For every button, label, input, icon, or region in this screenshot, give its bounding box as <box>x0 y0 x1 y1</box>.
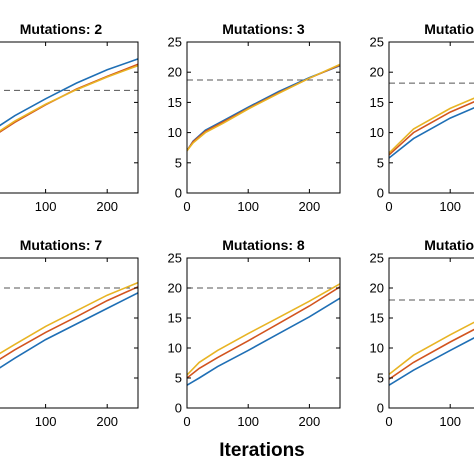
x-tick-label: 0 <box>385 414 392 429</box>
series-line-3 <box>389 97 474 154</box>
y-tick-label: 5 <box>377 155 384 170</box>
axes-frame <box>186 257 341 409</box>
panel-title: Mutations: 8 <box>222 237 305 253</box>
y-tick-label: 10 <box>168 341 182 356</box>
panel-m8: 0 5 10 15 20 25 0 100 200 Mutations: 8 <box>168 237 341 429</box>
x-tick-label: 100 <box>237 414 259 429</box>
y-tick-label: 10 <box>168 125 182 140</box>
series-line-3 <box>389 321 474 376</box>
y-tick-label: 15 <box>370 311 384 326</box>
series-line-1 <box>389 107 474 159</box>
panel-title: Mutations: 4 <box>424 21 474 37</box>
x-axis-label: Iterations <box>219 440 305 461</box>
x-tick-label: 100 <box>237 199 259 214</box>
x-tick-label: 200 <box>96 199 118 214</box>
y-tick-label: 10 <box>370 341 384 356</box>
y-tick-label: 0 <box>377 186 384 201</box>
series-line-2 <box>389 101 474 156</box>
y-tick-label: 15 <box>168 311 182 326</box>
axes-frame <box>186 41 341 194</box>
y-tick-label: 0 <box>175 186 182 201</box>
x-tick-label: 200 <box>299 414 321 429</box>
y-tick-label: 15 <box>370 95 384 110</box>
series-line-1 <box>0 58 138 127</box>
series-line-3 <box>0 281 138 355</box>
x-tick-label: 100 <box>439 199 461 214</box>
series-line-3 <box>187 283 340 376</box>
series-line-2 <box>0 286 138 360</box>
y-tick-label: 25 <box>168 251 182 266</box>
x-tick-label: 100 <box>35 199 57 214</box>
panel-title: Mutations: 9 <box>424 237 474 253</box>
series-line-2 <box>187 286 340 379</box>
series-line-2 <box>187 64 340 152</box>
y-tick-label: 0 <box>377 401 384 416</box>
series-line-1 <box>187 64 340 152</box>
panel-title: Mutations: 3 <box>222 21 305 37</box>
x-tick-label: 200 <box>96 414 118 429</box>
y-tick-label: 0 <box>175 401 182 416</box>
series-line-1 <box>0 292 138 369</box>
axes-frame <box>0 257 139 409</box>
series-line-3 <box>0 64 138 132</box>
y-tick-label: 20 <box>168 281 182 296</box>
x-tick-label: 200 <box>299 199 321 214</box>
panel-m3: 0 5 10 15 20 25 0 100 200 Mutations: 3 <box>168 21 341 214</box>
series-line-1 <box>187 297 340 386</box>
y-tick-label: 5 <box>175 155 182 170</box>
series-line-1 <box>389 337 474 386</box>
y-tick-label: 25 <box>370 35 384 50</box>
x-tick-label: 0 <box>183 414 190 429</box>
axes-frame <box>388 257 474 409</box>
series-line-3 <box>187 63 340 152</box>
y-tick-label: 5 <box>175 371 182 386</box>
y-tick-label: 20 <box>370 65 384 80</box>
y-tick-label: 20 <box>370 281 384 296</box>
axes-frame <box>388 41 474 194</box>
x-tick-label: 100 <box>35 414 57 429</box>
x-tick-label: 0 <box>183 199 190 214</box>
x-tick-label: 100 <box>439 414 461 429</box>
y-tick-label: 25 <box>370 251 384 266</box>
panel-title: Mutations: 7 <box>20 237 103 253</box>
y-tick-label: 15 <box>168 95 182 110</box>
y-tick-label: 25 <box>168 35 182 50</box>
x-tick-label: 0 <box>385 199 392 214</box>
y-tick-label: 20 <box>168 65 182 80</box>
axes-frame <box>0 41 139 194</box>
panel-title: Mutations: 2 <box>20 21 103 37</box>
series-line-2 <box>0 63 138 133</box>
series-line-2 <box>389 328 474 380</box>
y-tick-label: 10 <box>370 125 384 140</box>
y-tick-label: 5 <box>377 371 384 386</box>
